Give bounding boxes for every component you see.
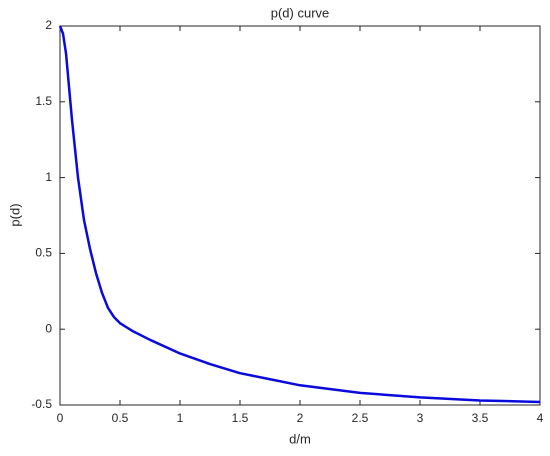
- x-tick-label: 1: [177, 411, 184, 425]
- y-tick-label: -0.5: [31, 397, 52, 411]
- x-tick-label: 1.5: [232, 411, 249, 425]
- x-tick-label: 3: [417, 411, 424, 425]
- y-tick-label: 1.5: [35, 94, 52, 108]
- y-tick-label: 2: [45, 18, 52, 32]
- y-tick-label: 1: [45, 170, 52, 184]
- x-axis-label: d/m: [289, 431, 311, 446]
- chart-title: p(d) curve: [271, 5, 330, 20]
- x-tick-label: 2: [297, 411, 304, 425]
- plot-frame: [59, 25, 541, 406]
- x-tick-label: 4: [537, 411, 544, 425]
- x-tick-label: 3.5: [472, 411, 489, 425]
- x-tick-label: 2.5: [352, 411, 369, 425]
- y-axis-label: p(d): [7, 203, 22, 226]
- x-tick-label: 0.5: [112, 411, 129, 425]
- x-tick-label: 0: [57, 411, 64, 425]
- y-tick-label: 0: [45, 321, 52, 335]
- data-line: [58, 25, 541, 404]
- y-tick-label: 0.5: [35, 246, 52, 260]
